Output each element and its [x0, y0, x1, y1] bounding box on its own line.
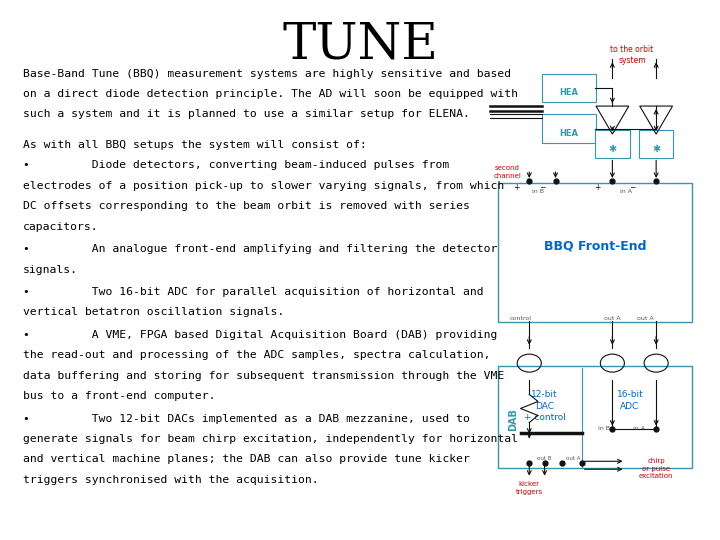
- Text: electrodes of a position pick-up to slower varying signals, from which: electrodes of a position pick-up to slow…: [23, 181, 504, 191]
- Text: HEA: HEA: [559, 129, 578, 138]
- Text: in A: in A: [619, 189, 631, 194]
- Text: •         An analogue front-end amplifying and filtering the detector: • An analogue front-end amplifying and f…: [23, 244, 498, 254]
- Text: •         Two 12-bit DACs implemented as a DAB mezzanine, used to: • Two 12-bit DACs implemented as a DAB m…: [23, 414, 469, 423]
- Text: data buffering and storing for subsequent transmission through the VME: data buffering and storing for subsequen…: [23, 370, 504, 381]
- Text: in A: in A: [633, 426, 644, 431]
- Text: •         Diode detectors, converting beam-induced pulses from: • Diode detectors, converting beam-induc…: [23, 160, 449, 171]
- Text: control: control: [510, 316, 531, 321]
- Text: As with all BBQ setups the system will consist of:: As with all BBQ setups the system will c…: [23, 140, 366, 150]
- Text: Base-Band Tune (BBQ) measurement systems are highly sensitive and based: Base-Band Tune (BBQ) measurement systems…: [23, 69, 511, 78]
- Text: •         A VME, FPGA based Digital Acquisition Board (DAB) providing: • A VME, FPGA based Digital Acquisition …: [23, 330, 498, 340]
- Text: signals.: signals.: [23, 265, 78, 274]
- FancyBboxPatch shape: [498, 183, 692, 322]
- Text: +: +: [513, 183, 519, 192]
- Text: 16-bit
ADC: 16-bit ADC: [616, 390, 643, 410]
- Text: second
channel: second channel: [493, 165, 521, 179]
- Text: kicker
triggers: kicker triggers: [516, 481, 543, 495]
- Text: out B: out B: [537, 456, 552, 461]
- Text: in B: in B: [598, 426, 610, 431]
- Text: out A: out A: [604, 316, 621, 321]
- Text: HEA: HEA: [559, 88, 578, 97]
- Text: DAB: DAB: [508, 408, 518, 431]
- Text: vertical betatron oscillation signals.: vertical betatron oscillation signals.: [23, 307, 284, 318]
- Text: in B: in B: [532, 189, 544, 194]
- Text: out A: out A: [637, 316, 654, 321]
- Text: capacitors.: capacitors.: [23, 221, 99, 232]
- Text: +: +: [594, 183, 600, 192]
- Text: out A: out A: [566, 456, 580, 461]
- Text: ✱: ✱: [652, 144, 660, 154]
- Text: triggers synchronised with the acquisition.: triggers synchronised with the acquisiti…: [23, 475, 318, 485]
- Text: −: −: [629, 183, 635, 192]
- Text: TUNE: TUNE: [282, 20, 438, 70]
- FancyBboxPatch shape: [595, 130, 629, 158]
- Text: bus to a front-end computer.: bus to a front-end computer.: [23, 391, 215, 401]
- FancyBboxPatch shape: [541, 74, 595, 102]
- Text: •         Two 16-bit ADC for parallel acquisition of horizontal and: • Two 16-bit ADC for parallel acquisitio…: [23, 287, 484, 297]
- Text: 12-bit
DAC
+ control: 12-bit DAC + control: [523, 390, 565, 422]
- Text: on a direct diode detection principle. The AD will soon be equipped with: on a direct diode detection principle. T…: [23, 89, 518, 99]
- Text: and vertical machine planes; the DAB can also provide tune kicker: and vertical machine planes; the DAB can…: [23, 454, 469, 464]
- Text: to the orbit
system: to the orbit system: [611, 45, 654, 65]
- FancyBboxPatch shape: [541, 114, 595, 143]
- Text: ✱: ✱: [608, 144, 616, 154]
- FancyBboxPatch shape: [639, 130, 673, 158]
- FancyBboxPatch shape: [498, 366, 692, 468]
- Text: −: −: [539, 183, 546, 192]
- Text: BBQ Front-End: BBQ Front-End: [544, 240, 646, 253]
- Text: the read-out and processing of the ADC samples, spectra calculation,: the read-out and processing of the ADC s…: [23, 350, 490, 360]
- Text: chirp
or pulse
excitation: chirp or pulse excitation: [639, 458, 673, 479]
- Text: such a system and it is planned to use a similar setup for ELENA.: such a system and it is planned to use a…: [23, 110, 469, 119]
- Text: DC offsets corresponding to the beam orbit is removed with series: DC offsets corresponding to the beam orb…: [23, 201, 469, 211]
- Text: generate signals for beam chirp excitation, independently for horizontal: generate signals for beam chirp excitati…: [23, 434, 518, 444]
